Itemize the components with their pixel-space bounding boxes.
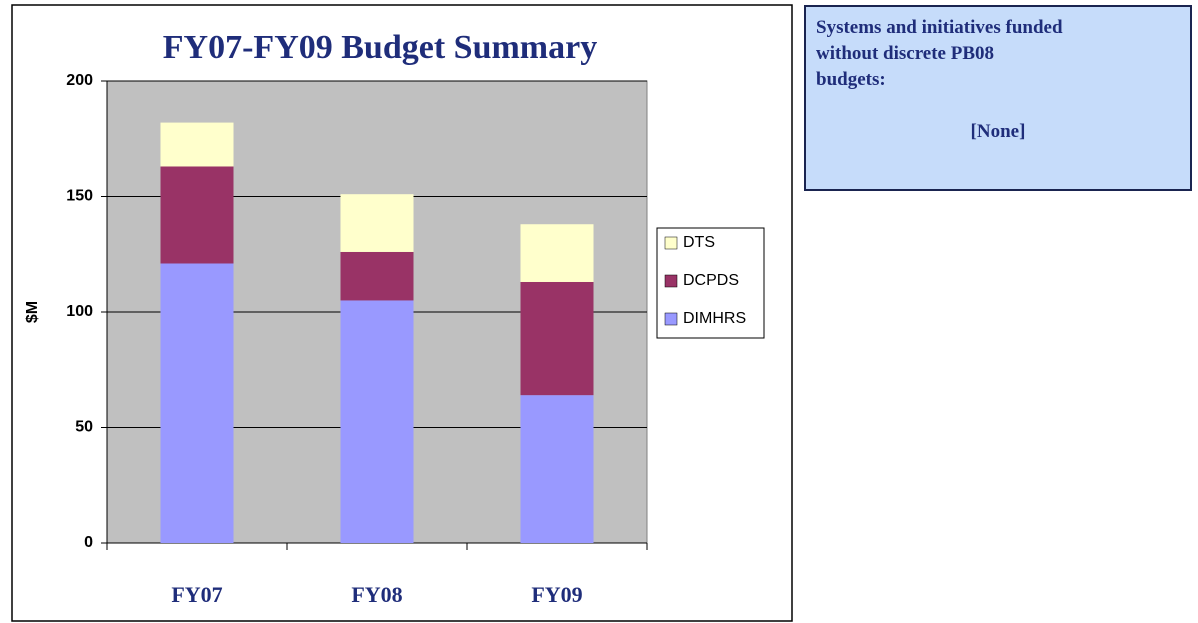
chart-title: FY07-FY09 Budget Summary xyxy=(163,29,597,66)
bar-segment xyxy=(340,251,414,301)
note-box: Systems and initiatives funded without d… xyxy=(804,5,1192,191)
bar-segment xyxy=(160,122,234,167)
note-line: budgets: xyxy=(816,69,886,90)
note-value: [None] xyxy=(970,121,1026,142)
bar-segment xyxy=(160,263,234,543)
x-tick-label: FY07 xyxy=(171,582,222,607)
legend-swatch xyxy=(664,312,678,326)
bar-segment xyxy=(340,300,414,543)
bar-segment xyxy=(520,224,594,282)
chart: FY07-FY09 Budget Summary $M 0 50 100 150 200… xyxy=(11,4,793,622)
x-tick-label: FY08 xyxy=(351,582,402,607)
legend-label: DCPDS xyxy=(683,272,739,289)
legend-swatch xyxy=(664,236,678,250)
legend-label: DIMHRS xyxy=(683,310,746,327)
legend-label: DTS xyxy=(683,234,715,251)
y-tick-label: 50 xyxy=(75,419,93,436)
note-line: without discrete PB08 xyxy=(816,43,995,64)
y-tick-label: 100 xyxy=(66,303,93,320)
bar-segment xyxy=(160,166,234,264)
x-tick-label: FY09 xyxy=(531,582,582,607)
bar-segment xyxy=(520,281,594,396)
bar-segment xyxy=(520,395,594,543)
y-tick-label: 0 xyxy=(84,534,93,551)
legend-swatch xyxy=(664,274,678,288)
y-axis-label: $M xyxy=(24,301,41,323)
y-tick-label: 150 xyxy=(66,188,93,205)
y-tick-label: 200 xyxy=(66,72,93,89)
bar-segment xyxy=(340,194,414,252)
note-line: Systems and initiatives funded xyxy=(816,17,1063,38)
